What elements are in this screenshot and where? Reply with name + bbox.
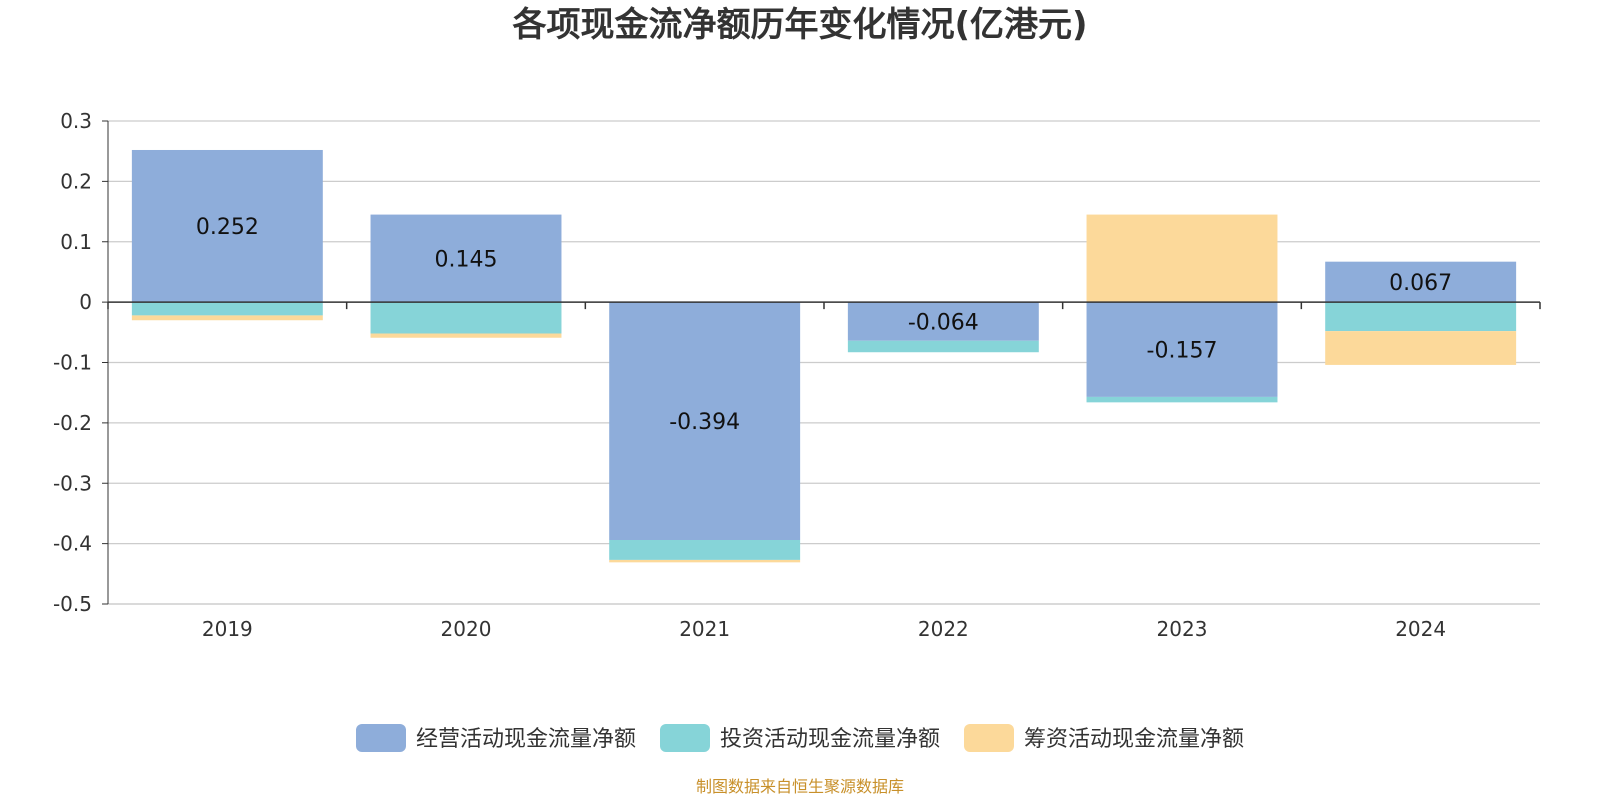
y-tick-label: -0.4 [53,532,92,556]
x-tick-label: 2023 [1157,617,1208,641]
legend-swatch [660,724,710,752]
bar-2023-series-2 [1086,214,1278,303]
bar-2021-series-1 [609,540,801,560]
chart-title: 各项现金流净额历年变化情况(亿港元) [512,5,1087,45]
legend-label: 经营活动现金流量净额 [416,727,636,752]
data-labels-layer: 0.252 0.145 -0.394 -0.064 -0.157 0.067 [196,215,1452,435]
legend: 经营活动现金流量净额 投资活动现金流量净额 筹资活动现金流量净额 [356,724,1244,752]
y-tick-label: 0.1 [60,230,92,254]
y-tick-label: 0 [79,290,92,314]
data-label: 0.145 [435,247,498,272]
y-tick-label: -0.5 [53,592,92,616]
y-tick-label: 0.2 [60,169,92,193]
x-tick-label: 2024 [1395,617,1446,641]
y-tick-label: -0.3 [53,471,92,495]
source-note: 制图数据来自恒生聚源数据库 [696,777,904,796]
bar-2023-series-1 [1086,396,1278,403]
bar-2019-series-2 [131,315,323,321]
axis-layer: 0.3 0.2 0.1 0 -0.1 -0.2 -0.3 -0.4 -0.5 2019 2020 20… [53,109,1541,641]
legend-swatch [356,724,406,752]
data-label: 0.067 [1389,271,1452,296]
y-tick-label: -0.2 [53,411,92,435]
bar-2019-series-0 [131,149,323,303]
x-tick-label: 2021 [679,617,730,641]
bar-2021-series-2 [609,559,801,563]
bar-2024-series-1 [1325,302,1517,332]
legend-swatch [964,724,1014,752]
x-tick-label: 2022 [918,617,969,641]
bar-2020-series-0 [370,214,562,303]
x-tick-label: 2020 [441,617,492,641]
bar-2024-series-0 [1325,261,1517,303]
bar-2023-series-0 [1086,302,1278,397]
bar-2020-series-1 [370,302,562,334]
grid-layer [108,120,1540,605]
bar-2024-series-2 [1325,331,1517,365]
bars-layer [131,149,1517,563]
data-label: -0.064 [908,310,979,335]
bar-2020-series-2 [370,333,562,338]
data-label: 0.252 [196,215,259,240]
legend-label: 投资活动现金流量净额 [720,727,940,752]
legend-label: 筹资活动现金流量净额 [1024,727,1244,752]
data-label: -0.157 [1147,339,1218,364]
x-tick-label: 2019 [202,617,253,641]
y-tick-label: 0.3 [60,109,92,133]
bar-2022-series-0 [847,302,1039,341]
bar-2021-series-0 [609,302,801,541]
y-tick-label: -0.1 [53,351,92,375]
bar-2022-series-1 [847,340,1039,353]
bar-2019-series-1 [131,302,323,316]
data-label: -0.394 [669,410,740,435]
